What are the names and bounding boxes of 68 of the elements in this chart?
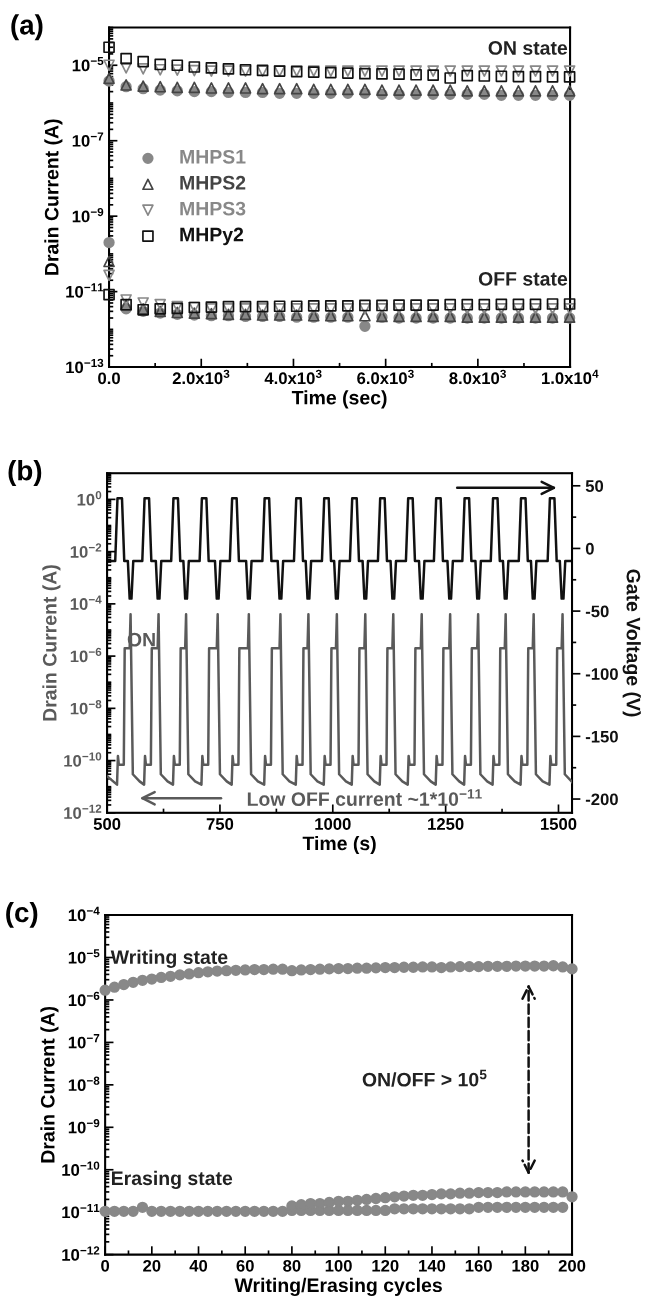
y-tick-label: 10$^{−7}$ <box>72 132 104 147</box>
y-tick-label: 10$^{−5}$ <box>72 56 104 72</box>
y2-tick-label: -100 <box>585 668 618 680</box>
x-tick-label: 200 <box>558 1259 586 1272</box>
x-tick-label: 8.0x10$^{3}$ <box>449 369 506 385</box>
y-axis-title: Drain Current (A) <box>44 119 63 275</box>
y-tick-label: 10$^{−6}$ <box>70 647 102 663</box>
x-tick-label: 120 <box>372 1259 399 1272</box>
x-tick-label: 2.0x10$^{3}$ <box>172 369 230 385</box>
x-tick-label: 6.0x10$^{3}$ <box>357 369 414 385</box>
x-tick-label: 60 <box>236 1259 254 1272</box>
x-axis-title: Time (s) <box>302 836 376 855</box>
y-tick-label: 10$^{−9}$ <box>72 207 104 223</box>
x-tick-label: 20 <box>143 1259 161 1272</box>
legend-label: MHPS2 <box>180 175 246 190</box>
legend-label: MHPS3 <box>180 201 246 216</box>
annotation: ON/OFF > 10$^{5}$ <box>362 1069 487 1087</box>
x-tick-label: 500 <box>93 818 121 830</box>
y-tick-label: 10$^{−5}$ <box>68 949 100 964</box>
y-tick-label: 10$^{−11}$ <box>62 1203 100 1219</box>
y-tick-label: 10$^{0}$ <box>77 491 102 506</box>
annotation: OFF state <box>478 271 568 286</box>
y2-tick-label: 50 <box>585 480 604 492</box>
y-tick-label: 10$^{−9}$ <box>68 1119 100 1134</box>
y-axis-title: Drain Current (A) <box>40 1006 59 1163</box>
x-tick-label: 750 <box>206 818 234 830</box>
chart-title: (a) <box>11 14 43 41</box>
x-tick-label: 1000 <box>315 818 351 830</box>
annotation: Low OFF current ~1*10$^{−11}$ <box>247 789 482 806</box>
legend-label: MHPy2 <box>180 227 244 246</box>
x-tick-label: 140 <box>419 1259 446 1272</box>
series-label: Writing state <box>110 949 228 968</box>
x-tick-label: 180 <box>512 1259 539 1272</box>
series-label: Erasing state <box>111 1170 233 1190</box>
x-tick-label: 0 <box>101 1259 110 1272</box>
x-tick-label: 1500 <box>541 818 577 830</box>
y-tick-label: 10$^{−8}$ <box>70 700 102 715</box>
y-tick-label: 10$^{−6}$ <box>68 991 100 1007</box>
y-tick-label: 10$^{−12}$ <box>62 1246 100 1261</box>
x-tick-label: 0.0 <box>98 372 120 385</box>
legend-label: MHPS1 <box>180 149 246 164</box>
y2-tick-label: 0 <box>585 542 594 555</box>
y-tick-label: 10$^{−4}$ <box>70 595 102 610</box>
y-tick-label: 10$^{−11}$ <box>66 283 104 298</box>
annotation: ON state <box>488 41 568 55</box>
chart-title: (c) <box>6 901 38 928</box>
x-tick-label: 40 <box>189 1259 208 1272</box>
x-tick-label: 1.0x10$^{4}$ <box>542 369 599 385</box>
y2-tick-label: -200 <box>585 793 618 806</box>
y2-tick-label: -50 <box>585 605 609 618</box>
x-tick-label: 160 <box>465 1259 492 1272</box>
y2-tick-label: -150 <box>585 730 618 743</box>
x-tick-label: 80 <box>283 1259 301 1272</box>
x-tick-label: 4.0x10$^{3}$ <box>264 369 322 385</box>
y-tick-label: 10$^{−2}$ <box>70 543 102 558</box>
x-tick-label: 1250 <box>428 818 464 830</box>
x-axis-title: Time (sec) <box>291 390 387 409</box>
y2-axis-title: Gate Voltage (V) <box>622 569 641 717</box>
y-tick-label: 10$^{−12}$ <box>64 804 102 819</box>
y-tick-label: 10$^{−7}$ <box>68 1034 100 1049</box>
chart-title: (b) <box>8 460 42 486</box>
y-tick-label: 10$^{−4}$ <box>68 906 100 922</box>
x-axis-title: Writing/Erasing cycles <box>234 1277 442 1297</box>
y-axis-title: Drain Current (A) <box>42 565 61 721</box>
x-tick-label: 100 <box>325 1259 352 1272</box>
y-tick-label: 10$^{−10}$ <box>64 752 102 767</box>
y-tick-label: 10$^{−8}$ <box>68 1076 100 1092</box>
y-tick-label: 10$^{−10}$ <box>62 1161 100 1176</box>
